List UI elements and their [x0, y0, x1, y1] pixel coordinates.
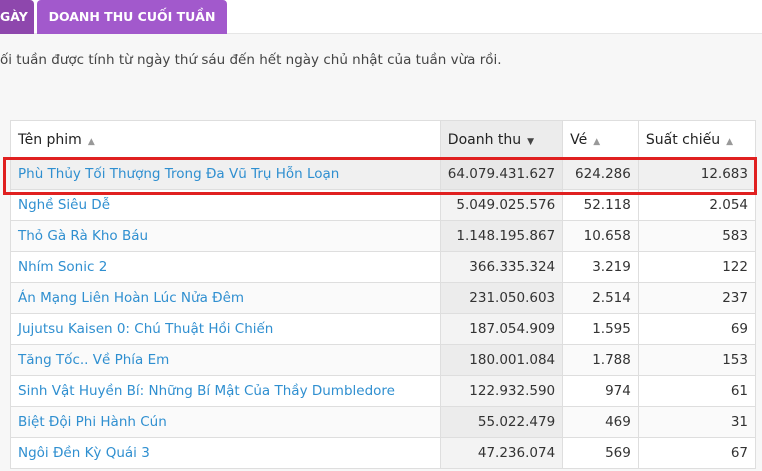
movie-title-link[interactable]: Nghề Siêu Dễ: [10, 189, 441, 221]
table-row: Biệt Đội Phi Hành Cún 55.022.479 469 31: [10, 406, 757, 438]
showtimes-cell: 12.683: [637, 158, 757, 190]
revenue-cell: 64.079.431.627: [439, 158, 564, 190]
movie-title-link[interactable]: Biệt Đội Phi Hành Cún: [10, 406, 441, 438]
column-header-showtimes[interactable]: Suất chiếu ▲: [637, 120, 757, 159]
movie-title-link[interactable]: Tăng Tốc.. Về Phía Em: [10, 344, 441, 376]
column-header-revenue[interactable]: Doanh thu ▼: [439, 120, 564, 159]
table-row: Phù Thủy Tối Thượng Trong Đa Vũ Trụ Hỗn …: [10, 158, 757, 190]
movie-title-link[interactable]: Thỏ Gà Rà Kho Báu: [10, 220, 441, 252]
header-label: Suất chiếu: [645, 131, 721, 148]
movie-title-link[interactable]: Án Mạng Liên Hoàn Lúc Nửa Đêm: [10, 282, 441, 314]
tickets-cell: 10.658: [562, 220, 639, 252]
column-header-tickets[interactable]: Vé ▲: [562, 120, 639, 159]
column-header-title[interactable]: Tên phim ▲: [10, 120, 441, 159]
header-label: Doanh thu: [447, 131, 522, 148]
revenue-cell: 55.022.479: [439, 406, 564, 438]
movie-title-link[interactable]: Phù Thủy Tối Thượng Trong Đa Vũ Trụ Hỗn …: [10, 158, 441, 190]
tickets-cell: 569: [562, 437, 639, 469]
showtimes-cell: 237: [637, 282, 757, 314]
showtimes-cell: 2.054: [637, 189, 757, 221]
showtimes-cell: 61: [637, 375, 757, 407]
showtimes-cell: 31: [637, 406, 757, 438]
table-row: Nhím Sonic 2 366.335.324 3.219 122: [10, 251, 757, 283]
revenue-cell: 366.335.324: [439, 251, 564, 283]
movie-title-link[interactable]: Sinh Vật Huyền Bí: Những Bí Mật Của Thầy…: [10, 375, 441, 407]
movie-title-link[interactable]: Ngôi Đền Kỳ Quái 3: [10, 437, 441, 469]
table-row: Sinh Vật Huyền Bí: Những Bí Mật Của Thầy…: [10, 375, 757, 407]
tickets-cell: 974: [562, 375, 639, 407]
showtimes-cell: 67: [637, 437, 757, 469]
revenue-cell: 180.001.084: [439, 344, 564, 376]
tab-daily-revenue[interactable]: GÀY: [0, 0, 34, 34]
table-row: Tăng Tốc.. Về Phía Em 180.001.084 1.788 153: [10, 344, 757, 376]
movie-title-link[interactable]: Jujutsu Kaisen 0: Chú Thuật Hồi Chiến: [10, 313, 441, 345]
revenue-cell: 187.054.909: [439, 313, 564, 345]
tickets-cell: 1.788: [562, 344, 639, 376]
sort-desc-icon: ▼: [527, 136, 535, 147]
tickets-cell: 624.286: [562, 158, 639, 190]
table-row: Ngôi Đền Kỳ Quái 3 47.236.074 569 67: [10, 437, 757, 469]
header-label: Tên phim: [18, 131, 82, 148]
revenue-cell: 122.932.590: [439, 375, 564, 407]
table-row: Án Mạng Liên Hoàn Lúc Nửa Đêm 231.050.603…: [10, 282, 757, 314]
table-row: Thỏ Gà Rà Kho Báu 1.148.195.867 10.658 583: [10, 220, 757, 252]
revenue-cell: 1.148.195.867: [439, 220, 564, 252]
revenue-cell: 231.050.603: [439, 282, 564, 314]
tab-bar: GÀY DOANH THU CUỐI TUẦN: [0, 0, 762, 34]
tickets-cell: 52.118: [562, 189, 639, 221]
showtimes-cell: 69: [637, 313, 757, 345]
revenue-cell: 47.236.074: [439, 437, 564, 469]
sort-asc-icon: ▲: [593, 136, 601, 147]
tickets-cell: 469: [562, 406, 639, 438]
sort-asc-icon: ▲: [87, 136, 95, 147]
revenue-table: Tên phim ▲ Doanh thu ▼ Vé ▲ Suất chiếu ▲ Phù…: [10, 120, 757, 469]
header-label: Vé: [570, 131, 588, 148]
movie-title-link[interactable]: Nhím Sonic 2: [10, 251, 441, 283]
tickets-cell: 3.219: [562, 251, 639, 283]
tickets-cell: 2.514: [562, 282, 639, 314]
showtimes-cell: 122: [637, 251, 757, 283]
table-row: Nghề Siêu Dễ 5.049.025.576 52.118 2.054: [10, 189, 757, 221]
sort-asc-icon: ▲: [726, 136, 734, 147]
weekend-note: ối tuần được tính từ ngày thứ sáu đến hế…: [0, 52, 502, 68]
showtimes-cell: 583: [637, 220, 757, 252]
tickets-cell: 1.595: [562, 313, 639, 345]
revenue-cell: 5.049.025.576: [439, 189, 564, 221]
showtimes-cell: 153: [637, 344, 757, 376]
table-row: Jujutsu Kaisen 0: Chú Thuật Hồi Chiến 187…: [10, 313, 757, 345]
tab-weekend-revenue[interactable]: DOANH THU CUỐI TUẦN: [37, 0, 227, 34]
